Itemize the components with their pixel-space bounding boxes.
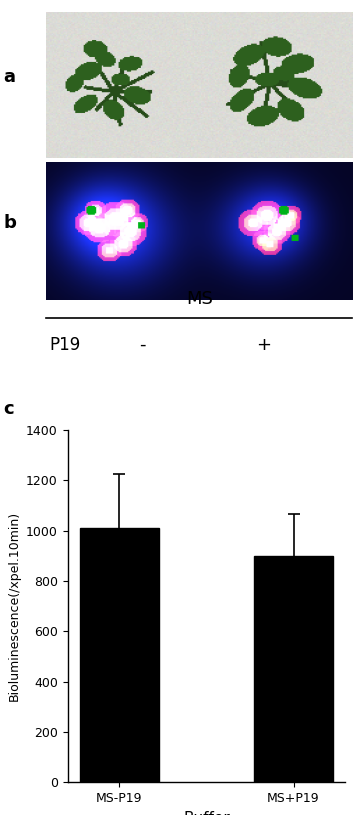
Bar: [80, 528, 159, 782]
Text: c: c: [4, 400, 14, 418]
Text: b: b: [4, 214, 16, 232]
Text: +: +: [256, 336, 271, 354]
Text: P19: P19: [50, 336, 81, 354]
Text: MS: MS: [186, 290, 213, 308]
Y-axis label: Bioluminescence(/xpel.10min): Bioluminescence(/xpel.10min): [7, 511, 21, 701]
X-axis label: Buffer: Buffer: [183, 811, 230, 815]
Text: -: -: [139, 336, 146, 354]
Bar: [254, 556, 333, 782]
Text: a: a: [4, 68, 16, 86]
